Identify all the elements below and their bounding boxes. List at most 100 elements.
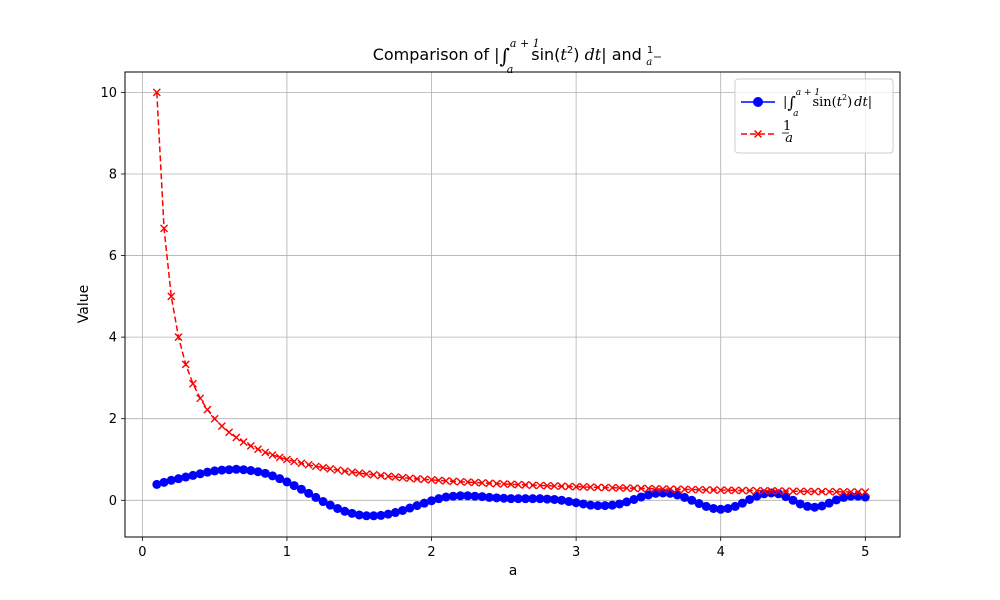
data-point — [571, 498, 581, 508]
data-point — [304, 460, 313, 469]
data-point — [181, 360, 190, 369]
data-point — [333, 503, 343, 513]
series-0 — [152, 464, 870, 521]
data-point — [832, 487, 841, 496]
data-point — [246, 441, 255, 450]
data-point — [709, 485, 718, 494]
data-point — [737, 498, 747, 508]
data-point — [694, 499, 704, 509]
data-point — [817, 487, 826, 496]
data-point — [535, 481, 544, 490]
data-point — [824, 498, 834, 508]
data-point — [318, 497, 328, 507]
data-point — [311, 492, 321, 502]
data-point — [419, 498, 429, 508]
data-point — [760, 486, 769, 495]
data-point — [202, 467, 212, 477]
x-tick-label: 2 — [427, 545, 435, 560]
data-point — [513, 494, 523, 504]
data-point — [166, 475, 176, 485]
data-point — [514, 480, 523, 489]
data-point — [643, 490, 653, 500]
legend-marker-reciprocal — [753, 129, 763, 139]
data-point — [152, 88, 161, 97]
data-point — [260, 468, 270, 478]
data-point — [636, 492, 646, 502]
data-point — [297, 459, 306, 468]
data-point — [586, 483, 595, 492]
data-point — [622, 497, 632, 507]
data-point — [708, 503, 718, 513]
data-point — [420, 475, 429, 484]
data-point — [413, 474, 422, 483]
data-point — [448, 491, 458, 501]
data-point — [499, 479, 508, 488]
data-point — [463, 478, 472, 487]
data-point — [543, 481, 552, 490]
data-point — [796, 487, 805, 496]
data-point — [217, 422, 226, 431]
data-point — [846, 487, 855, 496]
data-point — [601, 483, 610, 492]
data-point — [282, 455, 291, 464]
data-point — [362, 469, 371, 478]
y-tick-label: 0 — [109, 494, 117, 509]
y-tick-label: 8 — [109, 167, 117, 182]
data-point — [795, 499, 805, 509]
data-point — [738, 486, 747, 495]
data-point — [369, 470, 378, 479]
data-point — [203, 405, 212, 414]
data-point — [564, 482, 573, 491]
data-point — [455, 491, 465, 501]
data-point — [702, 485, 711, 494]
data-point — [152, 479, 162, 489]
data-point — [550, 481, 559, 490]
data-point — [542, 494, 552, 504]
data-point — [232, 433, 241, 442]
data-point — [752, 491, 762, 501]
data-point — [629, 494, 639, 504]
data-point — [521, 494, 531, 504]
data-point — [528, 494, 538, 504]
data-point — [485, 479, 494, 488]
legend-box — [734, 78, 894, 154]
series-1 — [152, 88, 870, 497]
data-point — [608, 483, 617, 492]
data-point — [348, 468, 357, 477]
data-point — [781, 487, 790, 496]
data-point — [572, 482, 581, 491]
data-point — [731, 486, 740, 495]
data-point — [701, 501, 711, 511]
data-point — [578, 499, 588, 509]
data-point — [687, 485, 696, 494]
data-point — [376, 471, 385, 480]
data-point — [854, 488, 863, 497]
data-point — [405, 503, 415, 513]
data-point — [521, 480, 530, 489]
data-point — [499, 493, 509, 503]
data-point — [666, 485, 675, 494]
data-point — [267, 471, 277, 481]
data-point — [644, 484, 653, 493]
data-point — [282, 477, 292, 487]
data-point — [614, 499, 624, 509]
data-point — [456, 477, 465, 486]
data-point — [160, 224, 169, 233]
data-point — [427, 496, 437, 506]
x-tick-label: 0 — [138, 545, 146, 560]
data-point — [680, 485, 689, 494]
data-point — [507, 480, 516, 489]
data-point — [384, 472, 393, 481]
data-point — [174, 333, 183, 342]
data-point — [825, 487, 834, 496]
data-point — [839, 492, 849, 502]
data-point — [231, 464, 241, 474]
data-point — [860, 492, 870, 502]
data-point — [803, 487, 812, 496]
data-point — [586, 500, 596, 510]
data-point — [239, 465, 249, 475]
data-point — [549, 494, 559, 504]
